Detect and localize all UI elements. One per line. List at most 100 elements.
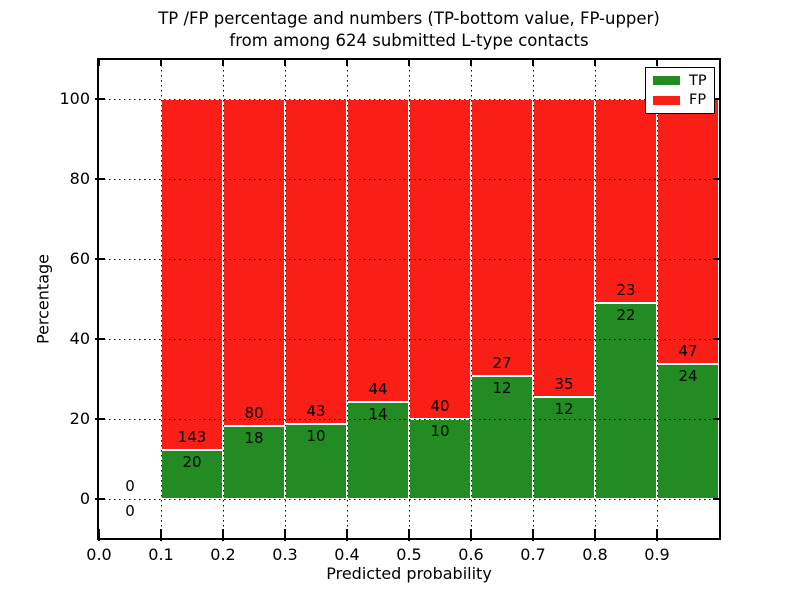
x-tick-label: 0.0 (86, 545, 112, 564)
bar-label-tp: 24 (678, 366, 698, 385)
bar-label-tp: 20 (182, 452, 202, 471)
bar-label-tp: 14 (368, 405, 388, 424)
bar-label-tp: 12 (492, 378, 512, 397)
bar-label-tp: 12 (554, 399, 574, 418)
x-tick-top (160, 60, 162, 66)
gridline-vertical (346, 60, 348, 538)
legend: TP FP (645, 67, 715, 114)
y-tick-left (95, 338, 105, 340)
gridline-vertical (594, 60, 596, 538)
x-tick-top (470, 60, 472, 66)
x-tick-top (346, 60, 348, 66)
y-tick-right (713, 498, 719, 500)
gridline-vertical (222, 60, 224, 538)
y-tick-right (713, 418, 719, 420)
bar-segment-tp (595, 303, 657, 499)
x-tick-label: 0.2 (210, 545, 236, 564)
x-tick-bottom (408, 529, 410, 541)
bar-label-fp: 47 (678, 341, 698, 360)
x-tick-top (656, 60, 658, 66)
y-tick-label: 20 (69, 409, 90, 428)
x-tick-top (594, 60, 596, 66)
x-tick-bottom (160, 529, 162, 541)
chart-title-line1: TP /FP percentage and numbers (TP-bottom… (158, 9, 660, 28)
bar-segment-fp (223, 99, 285, 426)
x-axis-label: Predicted probability (326, 564, 492, 583)
x-tick-label: 0.5 (396, 545, 422, 564)
x-tick-label: 0.4 (334, 545, 360, 564)
y-tick-label: 60 (69, 249, 90, 268)
bar-segment-tp (471, 375, 533, 499)
legend-swatch-tp (653, 76, 680, 86)
bar-label-tp: 10 (430, 422, 450, 440)
bar-segment-tp (409, 419, 471, 499)
x-tick-label: 0.3 (272, 545, 298, 564)
x-tick-label: 0.6 (458, 545, 484, 564)
bar-segment-fp (161, 99, 223, 450)
y-tick-label: 0 (79, 489, 90, 508)
x-tick-top (222, 60, 224, 66)
bar-segment-tp (533, 396, 595, 499)
x-tick-bottom (470, 529, 472, 541)
y-tick-left (95, 258, 105, 260)
gridline-vertical (470, 60, 472, 538)
legend-label-fp: FP (689, 92, 707, 109)
bar-segment-tp (161, 449, 223, 499)
x-tick-top (408, 60, 410, 66)
y-tick-left (95, 498, 105, 500)
y-tick-left (95, 178, 105, 180)
gridline-vertical (532, 60, 534, 538)
x-tick-bottom (532, 529, 534, 541)
chart-title: TP /FP percentage and numbers (TP-bottom… (99, 8, 719, 52)
x-tick-bottom (594, 529, 596, 541)
legend-row-fp: FP (653, 92, 714, 108)
x-tick-label: 0.7 (520, 545, 546, 564)
y-tick-right (713, 178, 719, 180)
x-tick-bottom (222, 529, 224, 541)
bar-segment-fp (533, 99, 595, 397)
gridline-vertical (656, 60, 658, 538)
gridline-vertical (284, 60, 286, 538)
legend-swatch-fp (653, 95, 680, 105)
x-tick-bottom (98, 529, 100, 541)
bar-segment-fp (657, 99, 719, 364)
bar-label-fp: 80 (244, 403, 264, 422)
bar-label-fp: 43 (306, 401, 326, 420)
plot-area: TP FP 0 0 143 20 80 18 43 10 44 14 40 10 27 12 35 12 23 2… (95, 58, 721, 541)
y-tick-right (713, 258, 719, 260)
x-tick-label: 0.1 (148, 545, 174, 564)
bar-label-fp: 0 (125, 477, 135, 495)
y-tick-right (713, 338, 719, 340)
y-tick-label: 80 (69, 169, 90, 188)
y-tick-right (713, 98, 719, 100)
bar-segment-tp (223, 425, 285, 499)
bar-label-tp: 18 (244, 428, 264, 447)
gridline-vertical (160, 60, 162, 538)
y-tick-left (95, 418, 105, 420)
legend-label-tp: TP (689, 72, 707, 89)
bar-segment-tp (657, 363, 719, 499)
x-tick-bottom (346, 529, 348, 541)
bar-label-fp: 23 (616, 281, 636, 300)
bar-label-fp: 44 (368, 380, 388, 399)
x-tick-bottom (284, 529, 286, 541)
bar-label-fp: 40 (430, 397, 450, 415)
bar-label-fp: 143 (177, 427, 207, 446)
bar-label-tp: 10 (306, 426, 326, 445)
bar-segment-fp (347, 99, 409, 403)
y-tick-label: 100 (59, 89, 90, 108)
bar-segment-fp (471, 99, 533, 376)
x-tick-top (532, 60, 534, 66)
y-tick-left (95, 98, 105, 100)
x-tick-top (98, 60, 100, 66)
x-tick-label: 0.9 (644, 545, 670, 564)
x-tick-bottom (656, 529, 658, 541)
chart-title-line2: from among 624 submitted L-type contacts (229, 31, 589, 50)
bar-label-fp: 27 (492, 353, 512, 372)
x-tick-top (284, 60, 286, 66)
bar-label-fp: 35 (554, 374, 574, 393)
bar-segment-fp (285, 99, 347, 424)
gridline-vertical (408, 60, 410, 538)
bar-segment-fp (595, 99, 657, 304)
